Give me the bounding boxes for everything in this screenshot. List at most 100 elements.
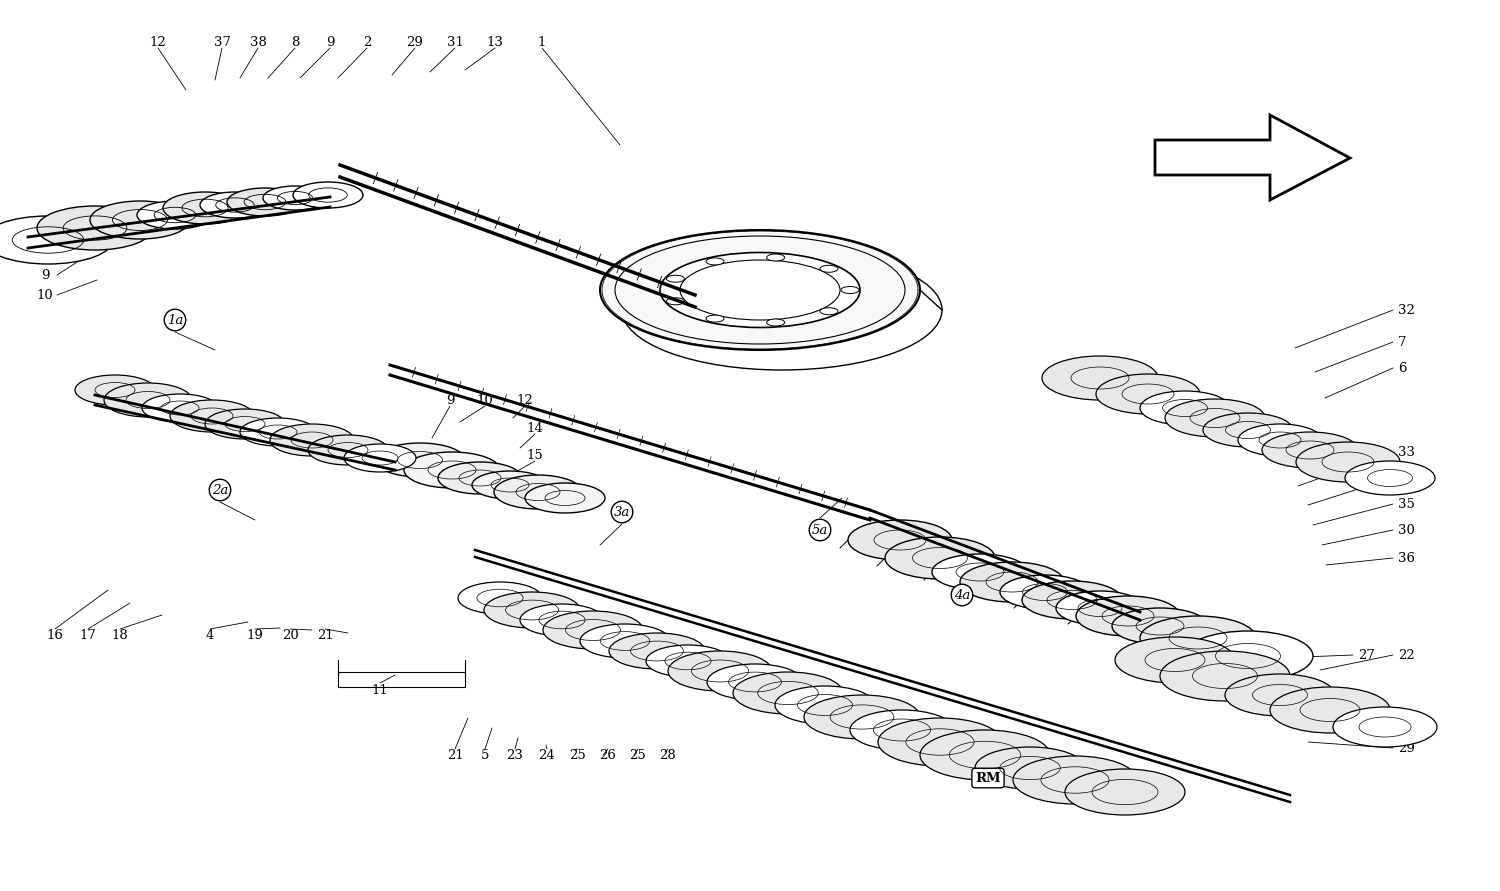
Text: 27: 27 — [1358, 649, 1376, 661]
Ellipse shape — [438, 462, 522, 494]
Text: 4a: 4a — [954, 588, 970, 601]
Polygon shape — [1155, 115, 1350, 200]
Text: 12: 12 — [150, 36, 166, 48]
Ellipse shape — [1096, 374, 1200, 414]
Ellipse shape — [458, 582, 542, 614]
Ellipse shape — [1042, 356, 1158, 400]
Ellipse shape — [1112, 608, 1208, 644]
Ellipse shape — [960, 562, 1064, 602]
Ellipse shape — [1296, 442, 1400, 482]
Text: 29: 29 — [1398, 741, 1414, 755]
Text: 9: 9 — [326, 36, 334, 48]
Ellipse shape — [706, 315, 724, 322]
Text: 37: 37 — [213, 36, 231, 48]
Text: 2a: 2a — [211, 484, 228, 496]
Ellipse shape — [1056, 591, 1144, 625]
Ellipse shape — [404, 452, 500, 488]
Ellipse shape — [920, 730, 1050, 780]
Text: 30: 30 — [1398, 524, 1414, 536]
Ellipse shape — [1270, 687, 1390, 733]
Ellipse shape — [1013, 756, 1137, 804]
Ellipse shape — [240, 418, 316, 446]
Text: 12: 12 — [516, 394, 534, 406]
Ellipse shape — [170, 400, 254, 432]
Ellipse shape — [766, 319, 784, 326]
Text: 10: 10 — [36, 289, 54, 301]
Text: 7: 7 — [1398, 336, 1407, 348]
Text: RM: RM — [975, 772, 1000, 784]
Ellipse shape — [525, 483, 605, 513]
Ellipse shape — [308, 435, 388, 465]
Ellipse shape — [706, 664, 803, 700]
Ellipse shape — [206, 409, 285, 439]
Text: 3: 3 — [1398, 708, 1407, 722]
Ellipse shape — [668, 651, 772, 691]
Text: 26: 26 — [600, 748, 616, 762]
Ellipse shape — [850, 710, 954, 750]
Ellipse shape — [1166, 399, 1264, 437]
Ellipse shape — [1238, 424, 1322, 456]
Ellipse shape — [292, 182, 363, 208]
Text: 21: 21 — [316, 628, 333, 642]
Ellipse shape — [666, 275, 684, 282]
Text: 28: 28 — [660, 748, 676, 762]
Text: 1a: 1a — [166, 314, 183, 326]
Ellipse shape — [520, 604, 605, 636]
Text: 13: 13 — [486, 36, 504, 48]
Ellipse shape — [90, 201, 190, 239]
Text: 24: 24 — [538, 748, 555, 762]
Ellipse shape — [226, 188, 303, 216]
Ellipse shape — [1346, 461, 1436, 495]
Text: 9: 9 — [40, 268, 50, 282]
Ellipse shape — [660, 252, 859, 328]
Ellipse shape — [375, 443, 465, 477]
Ellipse shape — [164, 192, 248, 224]
Ellipse shape — [1140, 391, 1230, 425]
Ellipse shape — [666, 298, 684, 305]
Ellipse shape — [344, 444, 416, 472]
Text: 25: 25 — [630, 748, 646, 762]
Text: 19: 19 — [246, 628, 264, 642]
Text: 1: 1 — [538, 36, 546, 48]
Ellipse shape — [543, 611, 644, 649]
Text: 31: 31 — [447, 36, 464, 48]
Ellipse shape — [75, 375, 154, 405]
Ellipse shape — [646, 645, 730, 677]
Ellipse shape — [821, 307, 839, 315]
Text: 16: 16 — [46, 628, 63, 642]
Ellipse shape — [600, 230, 920, 350]
Text: 29: 29 — [406, 36, 423, 48]
Ellipse shape — [136, 201, 213, 229]
Text: 15: 15 — [526, 448, 543, 462]
Ellipse shape — [1203, 413, 1293, 447]
Ellipse shape — [580, 624, 670, 658]
Text: 33: 33 — [1398, 446, 1414, 459]
Text: 38: 38 — [249, 36, 267, 48]
Ellipse shape — [484, 592, 580, 628]
Ellipse shape — [609, 633, 705, 669]
Ellipse shape — [932, 554, 1028, 590]
Ellipse shape — [804, 695, 920, 739]
Ellipse shape — [1140, 616, 1256, 660]
Text: 9: 9 — [446, 394, 454, 406]
Ellipse shape — [842, 287, 860, 293]
Text: 22: 22 — [1398, 649, 1414, 661]
Ellipse shape — [142, 394, 218, 422]
Text: 2: 2 — [363, 36, 370, 48]
Text: 3a: 3a — [614, 505, 630, 519]
Ellipse shape — [766, 254, 784, 261]
Text: 5: 5 — [482, 748, 489, 762]
Ellipse shape — [885, 537, 995, 579]
Ellipse shape — [104, 383, 192, 417]
Ellipse shape — [1262, 432, 1358, 468]
Ellipse shape — [1160, 651, 1290, 701]
Ellipse shape — [200, 192, 270, 218]
Text: 4: 4 — [206, 628, 214, 642]
Ellipse shape — [1114, 637, 1234, 683]
Ellipse shape — [262, 186, 327, 210]
Text: 14: 14 — [526, 421, 543, 435]
Text: 18: 18 — [111, 628, 129, 642]
Text: 17: 17 — [80, 628, 96, 642]
Ellipse shape — [821, 266, 839, 273]
Ellipse shape — [38, 206, 153, 250]
